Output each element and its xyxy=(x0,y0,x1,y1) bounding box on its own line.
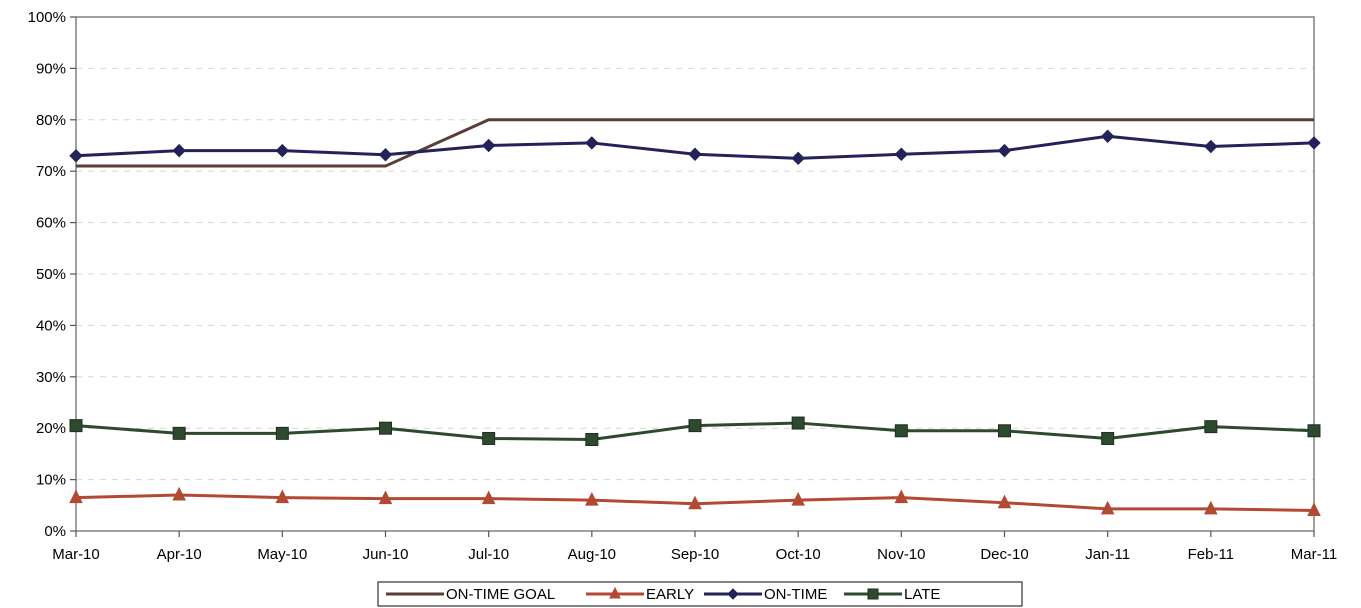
x-axis-tick-labels: Mar-10 Apr-10 May-10 Jun-10 Jul-10 Aug-10 Sep-… xyxy=(52,546,1337,563)
diamond-marker xyxy=(1204,139,1218,154)
square-marker xyxy=(482,431,496,445)
x-tick-label: Jan-11 xyxy=(1085,546,1130,563)
legend-item: ON-TIME GOAL xyxy=(386,586,555,603)
legend-label: LATE xyxy=(904,586,940,603)
axes xyxy=(70,16,1315,537)
triangle-marker xyxy=(378,490,393,505)
x-tick-label: Jul-10 xyxy=(468,546,509,563)
triangle-marker xyxy=(481,490,496,505)
legend: ON-TIME GOAL EARLY ON-TIME LATE xyxy=(377,581,1023,607)
x-tick-label: Dec-10 xyxy=(980,546,1028,563)
gridlines xyxy=(76,67,1314,481)
diamond-marker xyxy=(172,143,186,158)
y-tick-label: 20% xyxy=(36,420,66,437)
square-marker xyxy=(1307,424,1321,438)
diamond-marker xyxy=(688,147,702,161)
triangle-marker xyxy=(791,492,805,506)
y-tick-label: 100% xyxy=(28,9,66,26)
x-tick-label: Nov-10 xyxy=(877,546,925,563)
x-tick-label: Sep-10 xyxy=(671,546,719,563)
y-tick-label: 70% xyxy=(36,163,66,180)
triangle-marker xyxy=(585,492,599,506)
square-marker xyxy=(998,424,1011,438)
legend-label: EARLY xyxy=(646,586,694,603)
legend-label: ON-TIME GOAL xyxy=(446,586,555,603)
triangle-marker xyxy=(688,495,702,510)
legend-box xyxy=(377,581,1023,607)
x-tick-label: Jun-10 xyxy=(363,546,409,563)
square-marker xyxy=(172,426,186,440)
series-early xyxy=(69,486,1321,516)
triangle-marker xyxy=(1204,500,1218,515)
square-marker xyxy=(1101,431,1115,445)
y-tick-label: 40% xyxy=(36,317,66,334)
diamond-marker xyxy=(378,148,393,162)
legend-item: EARLY xyxy=(586,586,694,603)
square-marker xyxy=(1204,420,1218,434)
diamond-marker xyxy=(275,143,290,158)
triangle-marker xyxy=(275,489,290,504)
diamond-marker xyxy=(727,588,739,600)
diamond-marker xyxy=(791,151,805,166)
square-marker xyxy=(69,419,83,433)
x-tick-label: Oct-10 xyxy=(776,546,821,563)
diamond-marker xyxy=(1100,129,1115,143)
triangle-marker xyxy=(1307,502,1321,516)
series-on-time-goal xyxy=(76,118,1314,168)
triangle-marker xyxy=(69,489,83,504)
diamond-marker xyxy=(1307,136,1321,150)
square-marker xyxy=(688,419,702,433)
legend-label: ON-TIME xyxy=(764,586,827,603)
x-tick-label: May-10 xyxy=(257,546,307,563)
y-tick-label: 80% xyxy=(36,112,66,129)
y-tick-label: 10% xyxy=(36,472,66,489)
square-marker xyxy=(379,421,392,435)
triangle-marker xyxy=(997,494,1012,509)
diamond-marker xyxy=(894,147,909,161)
x-tick-label: Apr-10 xyxy=(157,546,202,563)
square-marker xyxy=(791,416,805,430)
triangle-marker xyxy=(894,489,909,504)
legend-item: ON-TIME xyxy=(704,586,827,603)
triangle-marker xyxy=(1100,500,1115,515)
triangle-marker xyxy=(172,486,186,501)
data-series xyxy=(69,118,1321,516)
series-on-time xyxy=(69,129,1321,166)
x-tick-label: Aug-10 xyxy=(568,546,616,563)
y-tick-label: 50% xyxy=(36,266,66,283)
square-marker xyxy=(894,424,908,438)
square-marker xyxy=(867,588,879,600)
y-tick-label: 0% xyxy=(44,523,66,540)
y-tick-label: 90% xyxy=(36,60,66,77)
square-marker xyxy=(275,426,289,440)
diamond-marker xyxy=(69,149,83,163)
x-tick-label: Mar-11 xyxy=(1291,546,1337,563)
series-line xyxy=(76,118,1314,168)
y-tick-label: 60% xyxy=(36,215,66,232)
series-late xyxy=(69,416,1321,447)
x-tick-label: Mar-10 xyxy=(52,546,100,563)
diamond-marker xyxy=(997,143,1012,158)
square-marker xyxy=(585,433,599,447)
diamond-marker xyxy=(481,138,496,153)
diamond-marker xyxy=(585,136,599,150)
y-tick-label: 30% xyxy=(36,369,66,386)
legend-item: LATE xyxy=(844,586,940,603)
triangle-marker xyxy=(609,586,621,599)
y-axis-tick-labels: 0% 10% 20% 30% 40% 50% 60% 70% 80% 90% 100% xyxy=(28,9,66,540)
x-tick-label: Feb-11 xyxy=(1188,546,1234,563)
